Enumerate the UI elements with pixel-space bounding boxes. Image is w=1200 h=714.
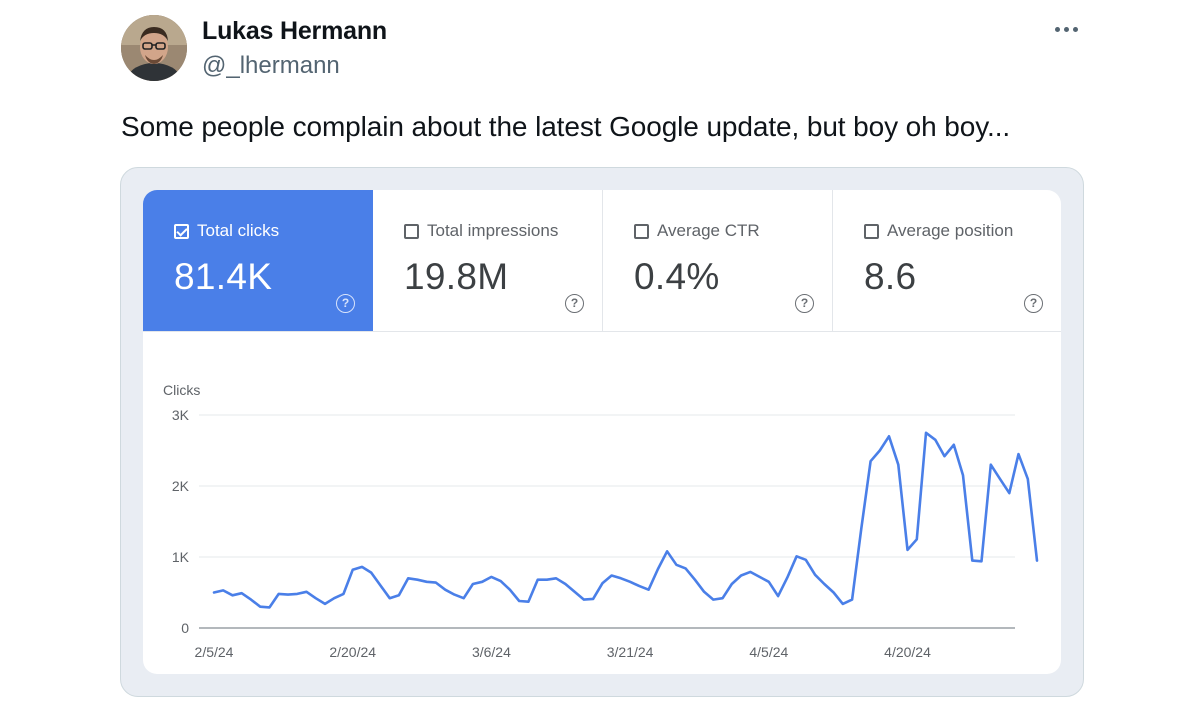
search-console-card: Total clicks 81.4K ? Total impressions 1… bbox=[143, 190, 1061, 674]
metric-label: Average position bbox=[887, 221, 1014, 240]
y-axis-title: Clicks bbox=[163, 382, 200, 398]
checkbox-icon[interactable] bbox=[404, 223, 419, 239]
x-tick-label: 4/5/24 bbox=[749, 644, 788, 660]
tweet-text: Some people complain about the latest Go… bbox=[121, 111, 1011, 142]
x-tick-label: 2/20/24 bbox=[329, 644, 376, 660]
metric-tiles: Total clicks 81.4K ? Total impressions 1… bbox=[143, 190, 1061, 332]
metric-value: 0.4% bbox=[634, 256, 720, 297]
metric-tile-average-ctr[interactable]: Average CTR 0.4% ? bbox=[603, 190, 833, 331]
chart-grid bbox=[199, 414, 1015, 629]
y-tick-label: 2K bbox=[172, 478, 190, 494]
metric-tile-average-position[interactable]: Average position 8.6 ? bbox=[833, 190, 1061, 331]
help-icon[interactable]: ? bbox=[1024, 294, 1043, 313]
metric-label: Total clicks bbox=[197, 221, 280, 240]
metric-tile-total-clicks[interactable]: Total clicks 81.4K ? bbox=[143, 190, 373, 331]
y-tick-label: 1K bbox=[172, 549, 190, 565]
help-icon[interactable]: ? bbox=[336, 294, 355, 313]
x-axis-ticks: 2/5/24 2/20/24 3/6/24 3/21/24 4/5/24 4/20/24 bbox=[195, 644, 932, 660]
x-tick-label: 4/20/24 bbox=[884, 644, 931, 660]
metric-label: Total impressions bbox=[427, 221, 559, 240]
avatar-photo bbox=[121, 15, 187, 81]
y-axis-ticks: 0 1K 2K 3K bbox=[172, 407, 190, 636]
y-tick-label: 0 bbox=[181, 620, 189, 636]
x-tick-label: 3/6/24 bbox=[472, 644, 511, 660]
author-name[interactable]: Lukas Hermann bbox=[202, 17, 387, 45]
checkbox-icon[interactable] bbox=[634, 223, 649, 239]
metric-value: 19.8M bbox=[404, 256, 509, 297]
clicks-line-chart: Clicks 0 1K 2K 3K 2/5/24 2/20/24 3/6/24 3/21/2… bbox=[163, 382, 1039, 660]
author-handle[interactable]: @_lhermann bbox=[202, 52, 340, 79]
metric-tile-total-impressions[interactable]: Total impressions 19.8M ? bbox=[373, 190, 603, 331]
tweet-author: Lukas Hermann @_lhermann bbox=[202, 16, 387, 81]
tweet-media[interactable]: Total clicks 81.4K ? Total impressions 1… bbox=[120, 167, 1084, 697]
help-icon[interactable]: ? bbox=[795, 294, 814, 313]
x-tick-label: 3/21/24 bbox=[607, 644, 654, 660]
x-tick-label: 2/5/24 bbox=[195, 644, 234, 660]
metric-value: 81.4K bbox=[174, 256, 273, 297]
checkbox-icon[interactable] bbox=[864, 223, 879, 239]
metric-label: Average CTR bbox=[657, 221, 760, 240]
avatar[interactable] bbox=[121, 15, 187, 81]
clicks-series-line bbox=[212, 431, 1039, 609]
metric-value: 8.6 bbox=[864, 256, 917, 297]
checkbox-checked-icon[interactable] bbox=[174, 223, 189, 239]
y-tick-label: 3K bbox=[172, 407, 190, 423]
more-options-icon[interactable] bbox=[1055, 18, 1083, 40]
help-icon[interactable]: ? bbox=[565, 294, 584, 313]
